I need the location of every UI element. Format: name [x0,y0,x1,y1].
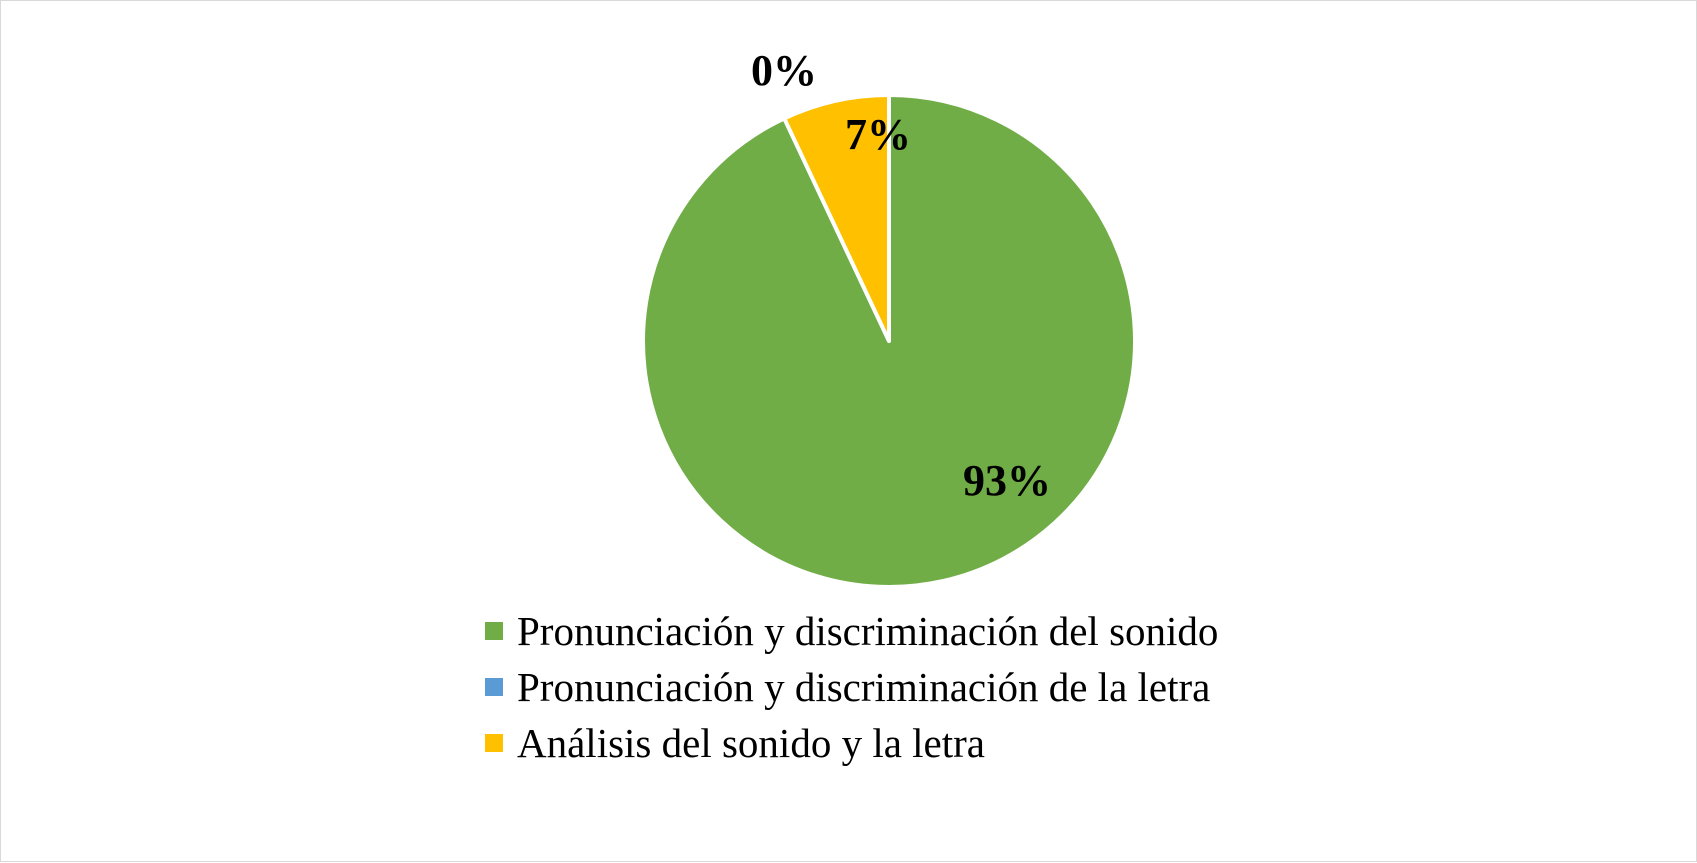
legend-item-analisis: Análisis del sonido y la letra [485,715,1218,771]
legend-label-analisis: Análisis del sonido y la letra [517,720,985,766]
legend-item-letra: Pronunciación y discriminación de la let… [485,659,1218,715]
chart-legend: Pronunciación y discriminación del sonid… [485,603,1218,771]
pie-slices [641,93,1137,589]
data-label-pronunciacion-y-discriminacion-del-sonido: 93% [963,456,1051,505]
legend-label-letra: Pronunciación y discriminación de la let… [517,664,1211,710]
pie-data-labels: 93% 0% 7% [751,46,1051,505]
legend-swatch-letra [485,678,503,696]
data-label-pronunciacion-y-discriminacion-de-la-letra: 0% [751,46,817,95]
legend-swatch-analisis [485,734,503,752]
legend-label-sonido: Pronunciación y discriminación del sonid… [517,608,1219,654]
legend-swatch-sonido [485,622,503,640]
legend-item-sonido: Pronunciación y discriminación del sonid… [485,603,1218,659]
data-label-analisis-del-sonido-y-la-letra: 7% [845,110,911,159]
pie-slice-analisis-del-sonido-y-la-letra [782,93,891,343]
